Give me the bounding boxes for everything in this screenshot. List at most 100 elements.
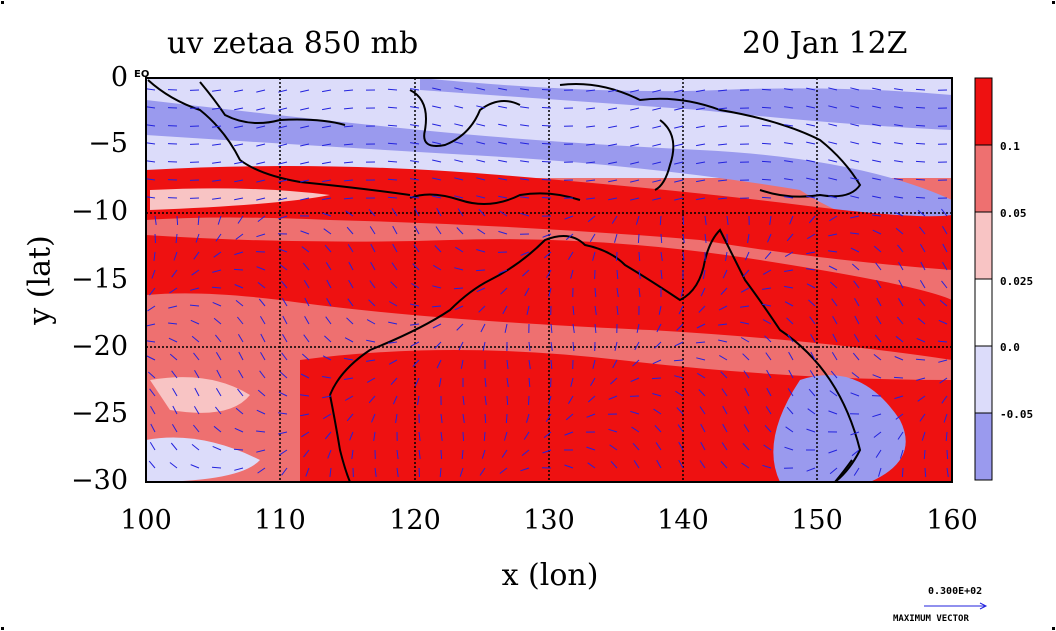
wind-vector <box>682 215 685 226</box>
wind-vector <box>456 323 464 331</box>
wind-vector <box>587 215 596 223</box>
wind-vector <box>499 210 508 217</box>
wind-vector <box>784 160 794 163</box>
wind-vector <box>498 87 508 91</box>
wind-vector <box>630 143 640 147</box>
wind-vector <box>850 232 860 235</box>
y-tick-label: −15 <box>71 264 128 295</box>
wind-vector <box>921 431 926 441</box>
wind-vector <box>477 228 486 235</box>
wind-vector <box>171 370 178 379</box>
wind-vector <box>808 299 816 307</box>
wind-vector <box>432 195 442 199</box>
wind-vector <box>433 264 442 271</box>
wind-vector <box>652 161 662 165</box>
wind-vector <box>457 208 464 217</box>
wind-vector <box>632 359 640 367</box>
negative-vorticity-core <box>146 100 952 240</box>
wind-vector <box>567 251 574 260</box>
wind-vector <box>652 393 662 397</box>
wind-vector <box>368 208 376 217</box>
wind-vector <box>146 340 156 343</box>
wind-vector <box>946 449 949 460</box>
wind-vector <box>873 245 882 253</box>
wind-vector <box>674 341 684 347</box>
wind-vector <box>915 88 926 91</box>
wind-vectors <box>146 87 949 478</box>
wind-vector <box>897 316 904 325</box>
wind-vector <box>876 279 882 289</box>
wind-vector <box>215 233 222 242</box>
wind-vector <box>572 341 575 352</box>
wind-vector <box>304 315 310 325</box>
wind-vector <box>565 413 574 421</box>
wind-vector <box>322 89 332 93</box>
wind-vector <box>698 389 706 397</box>
wind-vector <box>346 317 354 325</box>
wind-vector <box>608 161 618 165</box>
wind-vector <box>876 297 882 307</box>
wind-vector <box>740 321 750 325</box>
wind-vector <box>370 243 376 253</box>
wind-vector <box>916 377 926 381</box>
negative-vorticity-south <box>773 375 906 482</box>
wind-vector <box>234 179 244 183</box>
wind-vector <box>168 322 178 325</box>
wind-vector <box>638 251 641 262</box>
wind-vector <box>238 351 244 361</box>
wind-vector <box>476 123 486 127</box>
wind-vector <box>233 448 244 451</box>
wind-vector <box>212 269 222 273</box>
wind-vector <box>410 124 420 127</box>
wind-vector <box>212 143 222 146</box>
wind-vector <box>699 406 706 415</box>
wind-vector <box>483 431 486 442</box>
wind-vector <box>392 395 398 405</box>
wind-vector <box>832 315 838 325</box>
wind-vector <box>784 142 794 145</box>
wind-vector <box>193 352 200 361</box>
wind-vector <box>920 261 926 271</box>
wind-vector <box>829 390 838 397</box>
wind-vector <box>809 316 816 325</box>
wind-vector <box>828 250 838 253</box>
wind-vector <box>652 359 662 365</box>
wind-vector <box>894 196 904 199</box>
wind-vector <box>831 298 838 307</box>
wind-vector <box>872 229 882 235</box>
wind-vector <box>213 251 222 258</box>
wind-vector <box>499 467 508 474</box>
wind-vector <box>498 123 508 127</box>
wind-vector <box>898 261 904 271</box>
max-vector-value: 0.300E+02 <box>928 586 983 597</box>
wind-vector <box>761 88 772 91</box>
wind-vector <box>479 467 486 476</box>
wind-vector <box>257 389 266 397</box>
wind-vector <box>387 124 398 127</box>
wind-vector <box>699 460 706 469</box>
wind-vector <box>608 143 618 147</box>
wind-vector <box>191 444 200 451</box>
wind-vector <box>656 323 662 333</box>
wind-vector <box>368 299 376 307</box>
wind-vector <box>915 142 926 145</box>
wind-vector <box>212 125 222 128</box>
wind-vector <box>810 333 816 343</box>
wind-vector <box>392 225 398 235</box>
wind-vector <box>808 215 816 224</box>
wind-vector <box>432 285 442 289</box>
wind-vector <box>682 233 685 243</box>
wind-vector <box>373 431 376 441</box>
wind-vector <box>678 459 684 469</box>
wind-vector <box>462 413 465 423</box>
colorbar-label: -0.05 <box>1000 408 1034 421</box>
wind-vector <box>806 195 816 199</box>
wind-vector <box>520 251 530 256</box>
wind-vector <box>500 287 508 295</box>
wind-vector <box>146 160 156 163</box>
wind-vector <box>414 377 420 387</box>
wind-vector <box>608 89 618 93</box>
wind-vector <box>586 446 596 451</box>
wind-vector <box>326 297 332 307</box>
